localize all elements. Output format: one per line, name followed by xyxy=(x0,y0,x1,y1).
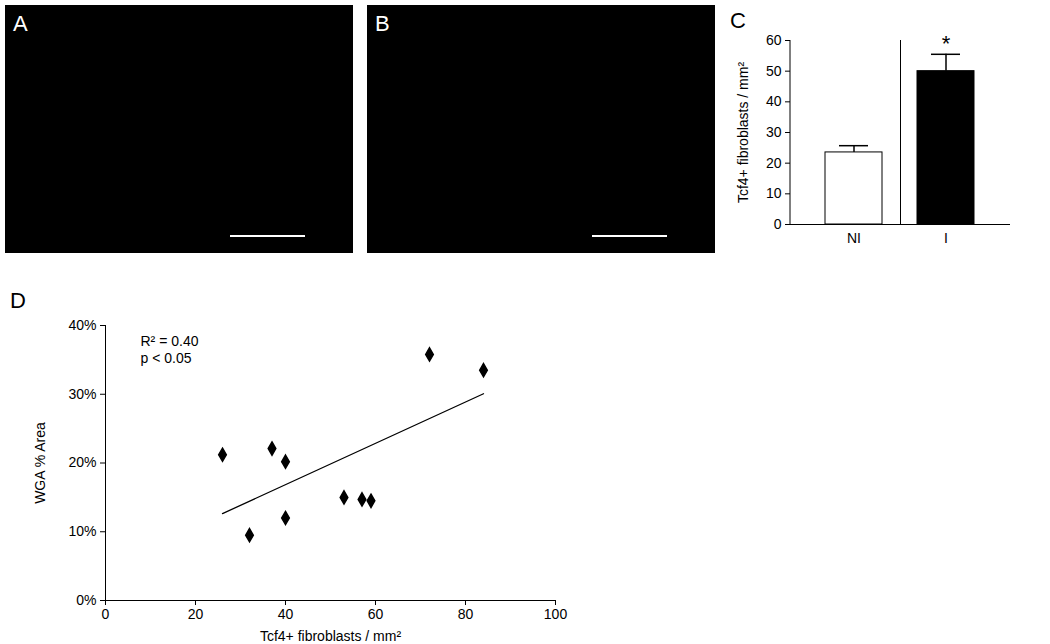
svg-text:*: * xyxy=(942,31,951,56)
html-text:B: B xyxy=(375,11,390,36)
svg-text:WGA % Area: WGA % Area xyxy=(32,422,48,504)
svg-text:50: 50 xyxy=(766,63,782,79)
svg-text:10: 10 xyxy=(766,185,782,201)
svg-text:20: 20 xyxy=(188,606,204,622)
svg-text:R² = 0.40p < 0.05: R² = 0.40p < 0.05 xyxy=(141,333,199,367)
html-text:C: C xyxy=(730,8,746,33)
svg-text:40: 40 xyxy=(766,93,782,109)
svg-text:60: 60 xyxy=(368,606,384,622)
svg-text:20: 20 xyxy=(766,155,782,171)
svg-text:10%: 10% xyxy=(68,523,96,539)
svg-text:I: I xyxy=(944,230,948,246)
svg-text:100: 100 xyxy=(544,606,568,622)
svg-text:30: 30 xyxy=(766,124,782,140)
svg-text:40%: 40% xyxy=(68,317,96,333)
svg-text:Tcf4+ fibroblasts / mm²: Tcf4+ fibroblasts / mm² xyxy=(260,628,402,644)
svg-text:40: 40 xyxy=(278,606,294,622)
html-text:D: D xyxy=(10,288,26,313)
svg-text:30%: 30% xyxy=(68,386,96,402)
svg-text:0: 0 xyxy=(774,216,782,232)
svg-text:60: 60 xyxy=(766,32,782,48)
svg-text:NI: NI xyxy=(847,230,861,246)
svg-text:80: 80 xyxy=(458,606,474,622)
svg-text:20%: 20% xyxy=(68,454,96,470)
html-text:A: A xyxy=(13,11,28,36)
svg-text:0: 0 xyxy=(102,606,110,622)
svg-text:Tcf4+ fibroblasts / mm²: Tcf4+ fibroblasts / mm² xyxy=(735,62,751,204)
svg-text:0%: 0% xyxy=(76,592,96,608)
